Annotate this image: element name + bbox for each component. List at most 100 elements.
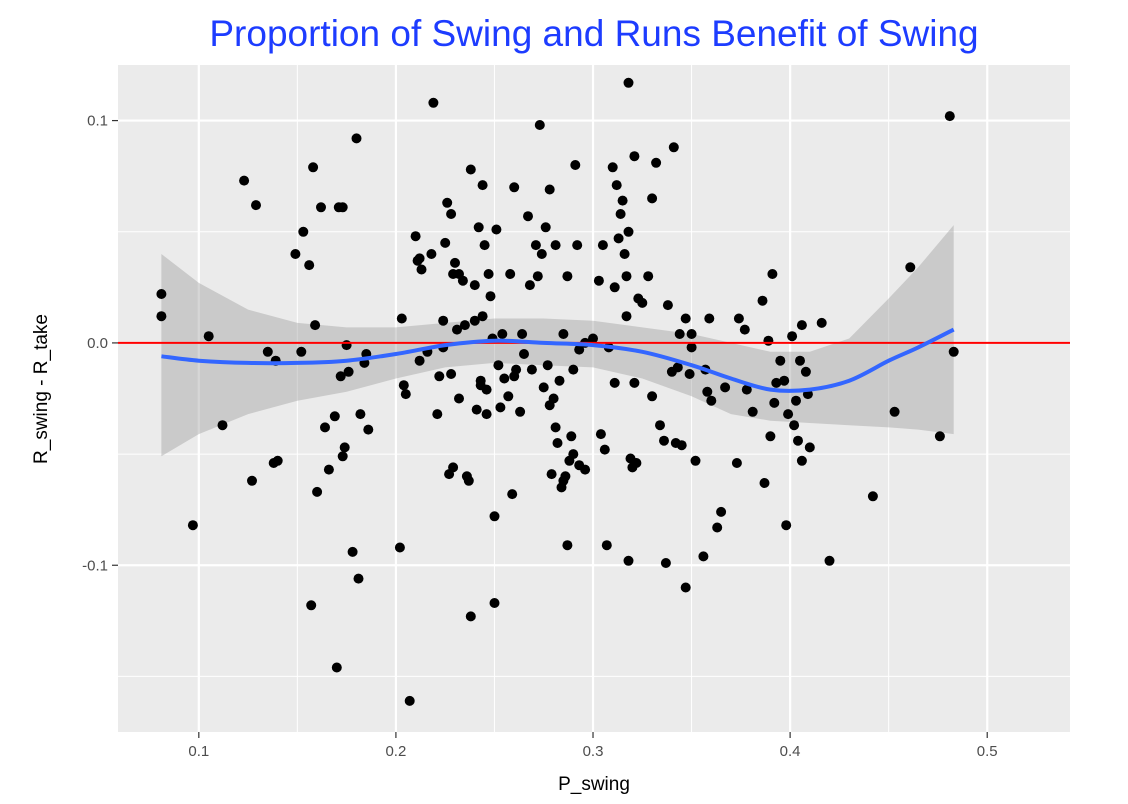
- data-point: [489, 511, 500, 522]
- data-point: [304, 260, 315, 271]
- data-point: [540, 222, 551, 233]
- data-point: [398, 380, 409, 391]
- data-point: [791, 395, 801, 406]
- data-point: [477, 180, 488, 191]
- data-point: [647, 193, 658, 204]
- confidence-band: [161, 225, 954, 457]
- data-point: [432, 409, 443, 420]
- x-tick-label: 0.5: [977, 743, 998, 760]
- data-point: [546, 469, 557, 480]
- data-point: [588, 333, 598, 344]
- data-point: [816, 317, 827, 328]
- data-point: [296, 346, 307, 357]
- data-point: [651, 157, 662, 168]
- x-axis-title: P_swing: [558, 774, 630, 795]
- data-point: [601, 540, 612, 551]
- data-point: [934, 431, 945, 442]
- chart-title: Proportion of Swing and Runs Benefit of …: [209, 13, 978, 54]
- data-point: [779, 375, 790, 386]
- data-point: [337, 451, 348, 462]
- x-tick-label: 0.3: [583, 743, 604, 760]
- x-tick-label: 0.4: [780, 743, 801, 760]
- data-point: [674, 329, 685, 339]
- data-point: [323, 464, 334, 475]
- data-point: [489, 598, 500, 608]
- data-point: [796, 455, 807, 466]
- data-point: [505, 269, 516, 279]
- data-point: [613, 233, 624, 244]
- data-point: [686, 329, 697, 339]
- data-point: [538, 382, 549, 393]
- data-point: [532, 271, 543, 282]
- data-point: [659, 435, 669, 446]
- data-point: [706, 395, 717, 406]
- data-point: [156, 311, 167, 322]
- data-point: [308, 162, 319, 173]
- smooth-trend-line: [161, 327, 955, 393]
- data-point: [329, 411, 340, 422]
- data-point: [524, 280, 535, 291]
- data-point: [597, 240, 608, 251]
- data-point: [450, 257, 460, 268]
- data-point: [507, 489, 518, 500]
- data-point: [509, 182, 520, 193]
- data-point: [716, 506, 727, 517]
- data-point: [731, 458, 742, 468]
- data-point: [672, 362, 683, 373]
- data-point: [310, 320, 321, 331]
- data-point: [394, 542, 405, 553]
- data-point: [477, 311, 488, 322]
- data-point: [298, 226, 309, 237]
- data-point: [491, 224, 502, 235]
- data-point: [542, 360, 553, 371]
- data-point: [647, 391, 658, 402]
- data-point: [769, 397, 780, 408]
- data-point: [554, 375, 565, 386]
- data-point: [824, 555, 835, 566]
- data-point: [668, 142, 679, 153]
- data-point: [757, 295, 768, 306]
- data-point: [686, 342, 697, 353]
- data-point: [796, 320, 807, 331]
- data-point: [511, 364, 522, 375]
- data-point: [662, 300, 673, 311]
- data-point: [523, 211, 533, 222]
- data-point: [515, 406, 526, 417]
- data-point: [580, 464, 591, 475]
- data-point: [623, 555, 634, 566]
- data-point: [503, 391, 514, 402]
- data-point: [337, 202, 348, 213]
- data-point: [416, 264, 427, 275]
- data-point: [446, 369, 457, 379]
- data-point: [341, 340, 352, 351]
- data-point: [351, 133, 362, 144]
- data-point: [795, 355, 805, 366]
- data-point: [607, 162, 618, 173]
- data-point: [239, 175, 250, 186]
- data-point: [454, 393, 464, 404]
- data-point: [944, 111, 955, 122]
- data-point: [550, 422, 561, 433]
- data-point: [800, 366, 811, 377]
- data-points: [156, 77, 959, 706]
- data-point: [320, 422, 330, 433]
- data-point: [363, 424, 374, 435]
- data-point: [353, 573, 364, 584]
- data-point: [247, 475, 257, 486]
- data-point: [660, 558, 671, 568]
- data-point: [485, 291, 496, 302]
- data-point: [562, 271, 573, 282]
- data-point: [446, 209, 457, 219]
- data-point: [568, 449, 579, 460]
- data-point: [570, 160, 581, 170]
- data-point: [463, 475, 474, 486]
- data-point: [517, 329, 528, 339]
- data-point: [560, 471, 571, 482]
- data-point: [783, 409, 794, 420]
- data-point: [262, 346, 273, 357]
- data-point: [739, 324, 750, 335]
- data-point: [526, 364, 537, 375]
- data-point: [781, 520, 792, 531]
- data-point: [623, 226, 634, 237]
- data-point: [767, 269, 778, 279]
